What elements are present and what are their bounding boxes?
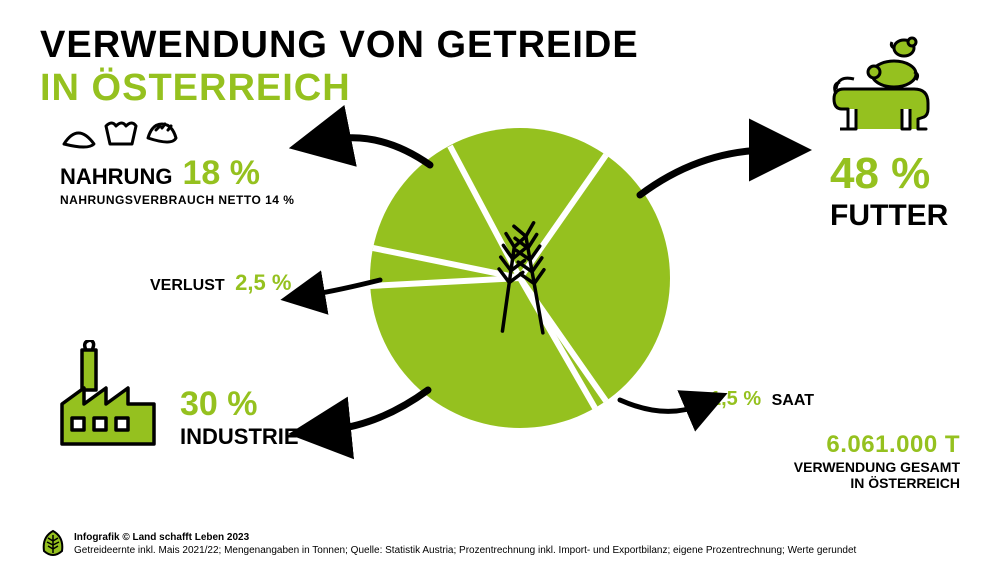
arrows-layer: [0, 0, 1000, 571]
leaf-logo-icon: [40, 529, 66, 559]
footer-text: Infografik © Land schafft Leben 2023 Get…: [74, 531, 856, 557]
footer-source: Getreideernte inkl. Mais 2021/22; Mengen…: [74, 544, 856, 557]
footer-credit: Infografik © Land schafft Leben 2023: [74, 531, 856, 544]
footer: Infografik © Land schafft Leben 2023 Get…: [40, 529, 980, 559]
